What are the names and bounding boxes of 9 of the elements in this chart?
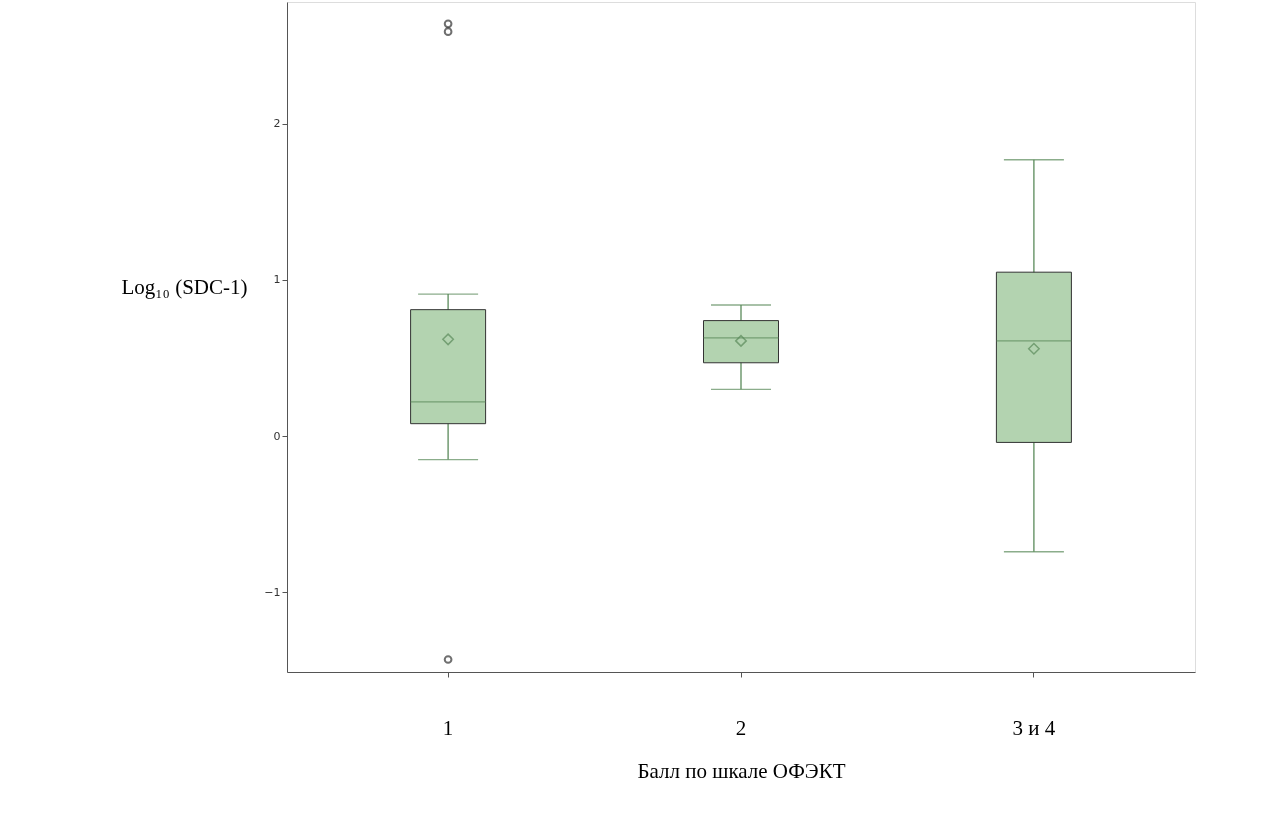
y-tick-label: 2 bbox=[273, 117, 281, 131]
y-tick-label: 1 bbox=[273, 273, 281, 287]
x-tick-label: 3 и 4 bbox=[1012, 715, 1056, 740]
x-axis-title: Балл по шкале ОФЭКТ bbox=[637, 758, 846, 783]
y-tick-label: −1 bbox=[264, 585, 281, 599]
y-tick-label: 0 bbox=[273, 429, 281, 443]
x-tick-label: 2 bbox=[735, 715, 747, 740]
x-tick-label: 1 bbox=[442, 715, 454, 740]
y-axis-title: Log₁₀ (SDC-1) bbox=[121, 274, 248, 299]
